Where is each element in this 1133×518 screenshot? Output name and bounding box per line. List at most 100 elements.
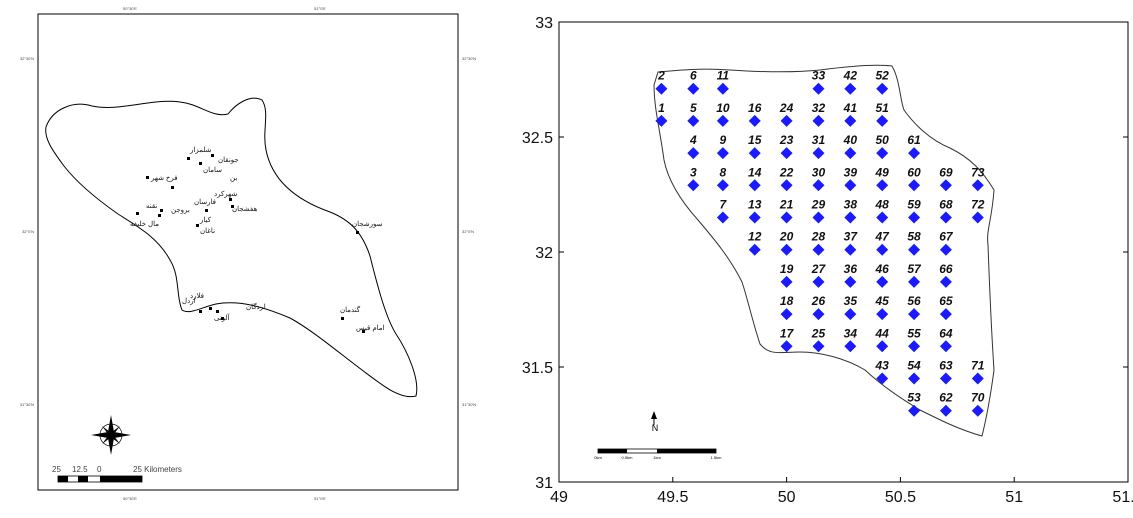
sampling-point-marker xyxy=(876,372,889,385)
sampling-point-marker xyxy=(844,308,857,321)
sampling-point-label: 12 xyxy=(748,230,762,244)
top-tick-label: 50°30'E xyxy=(123,6,137,11)
y-tick-label: 31.5 xyxy=(522,360,553,377)
sampling-point-label: 5 xyxy=(690,101,697,115)
sampling-point-marker xyxy=(908,372,921,385)
place-label: مال خلیفه xyxy=(130,220,159,228)
city-marker xyxy=(216,310,219,313)
left-tick-label: 31°30'N xyxy=(20,402,34,407)
place-label: ناغان xyxy=(200,227,215,235)
sampling-point-label: 9 xyxy=(720,133,727,147)
sampling-point-label: 34 xyxy=(844,326,858,340)
sampling-point-marker xyxy=(939,243,952,256)
sampling-point-marker xyxy=(876,82,889,95)
sampling-point-marker xyxy=(716,114,729,127)
sampling-point-marker xyxy=(687,114,700,127)
sampling-point-label: 48 xyxy=(875,198,890,212)
city-marker xyxy=(362,330,365,333)
sampling-point-label: 13 xyxy=(748,198,762,212)
sampling-point-label: 50 xyxy=(876,133,890,147)
sampling-point-marker xyxy=(844,179,857,192)
city-marker xyxy=(199,162,202,165)
place-label: بروجن xyxy=(171,207,190,214)
place-label: شهرکرد xyxy=(214,190,237,198)
sampling-point-marker xyxy=(844,147,857,160)
right-tick-label: 31°30'N xyxy=(462,402,476,407)
sampling-point-label: 19 xyxy=(780,262,794,276)
sampling-point-marker xyxy=(939,275,952,288)
y-tick-label: 33 xyxy=(535,15,553,32)
map-frame xyxy=(37,13,459,491)
scale-bar: 0km 0.5km 1km 1.5km xyxy=(594,448,722,460)
city-marker xyxy=(205,209,208,212)
scale-label: 0km xyxy=(594,455,602,460)
sampling-point-marker xyxy=(716,147,729,160)
sampling-point-marker xyxy=(780,179,793,192)
sampling-point-marker xyxy=(748,147,761,160)
sampling-point-label: 7 xyxy=(720,198,728,212)
sampling-point-marker xyxy=(876,211,889,224)
place-label: امام قیس xyxy=(356,324,385,332)
scale-bar: 25 12.5 0 25 Kilometers xyxy=(52,465,182,483)
sampling-point-marker xyxy=(908,404,921,417)
sampling-point-label: 66 xyxy=(939,262,953,276)
sampling-point-label: 53 xyxy=(907,391,921,405)
sampling-point-marker xyxy=(939,340,952,353)
sampling-point-label: 21 xyxy=(779,198,794,212)
sampling-point-label: 22 xyxy=(779,165,794,179)
sampling-point-marker xyxy=(876,243,889,256)
sampling-point-label: 73 xyxy=(971,165,985,179)
sampling-point-label: 1 xyxy=(658,101,665,115)
sampling-point-label: 23 xyxy=(779,133,794,147)
plot-frame xyxy=(558,21,1129,483)
sampling-point-label: 57 xyxy=(907,262,922,276)
city-marker xyxy=(160,209,163,212)
city-marker xyxy=(209,307,212,310)
sampling-point-marker xyxy=(812,147,825,160)
sampling-point-marker xyxy=(908,211,921,224)
scale-label: 25 xyxy=(52,465,61,474)
sampling-point-marker xyxy=(844,211,857,224)
sampling-point-label: 58 xyxy=(907,230,921,244)
city-marker xyxy=(199,310,202,313)
sampling-point-marker xyxy=(812,275,825,288)
place-label: شلمزار xyxy=(189,146,212,154)
x-axis-ticks: 49 49.5 50 50.5 51 51.5 xyxy=(550,477,1133,506)
sampling-point-marker xyxy=(844,340,857,353)
sampling-point-marker xyxy=(748,179,761,192)
sampling-point-marker xyxy=(655,114,668,127)
sampling-point-label: 35 xyxy=(844,294,858,308)
city-marker xyxy=(231,205,234,208)
sampling-point-label: 33 xyxy=(812,69,826,83)
sampling-point-marker xyxy=(939,372,952,385)
sampling-point-label: 45 xyxy=(875,294,890,308)
sampling-point-marker xyxy=(844,114,857,127)
sampling-point-label: 49 xyxy=(875,165,890,179)
place-label: گندمان xyxy=(340,305,361,314)
sampling-point-label: 52 xyxy=(876,69,890,83)
city-marker xyxy=(136,212,139,215)
sampling-point-label: 39 xyxy=(844,165,858,179)
sampling-point-marker xyxy=(812,114,825,127)
sampling-point-label: 29 xyxy=(811,198,826,212)
sampling-point-marker xyxy=(908,243,921,256)
sampling-point-marker xyxy=(876,340,889,353)
sampling-point-label: 6 xyxy=(690,69,697,83)
sampling-point-marker xyxy=(812,243,825,256)
right-tick-label: 32°0'N xyxy=(462,229,474,234)
sampling-point-marker xyxy=(908,340,921,353)
sampling-point-marker xyxy=(908,147,921,160)
sampling-point-marker xyxy=(655,82,668,95)
sampling-points: 1234567891011121314151617181920212223242… xyxy=(655,69,985,417)
place-label: هفشجان xyxy=(232,205,258,213)
sampling-point-marker xyxy=(812,179,825,192)
sampling-point-label: 14 xyxy=(748,165,762,179)
sampling-point-marker xyxy=(716,179,729,192)
sampling-point-marker xyxy=(876,114,889,127)
sampling-point-marker xyxy=(844,275,857,288)
sampling-point-label: 38 xyxy=(844,198,858,212)
sampling-point-marker xyxy=(812,340,825,353)
sampling-point-label: 63 xyxy=(939,359,953,373)
scale-label: 25 Kilometers xyxy=(133,465,182,474)
